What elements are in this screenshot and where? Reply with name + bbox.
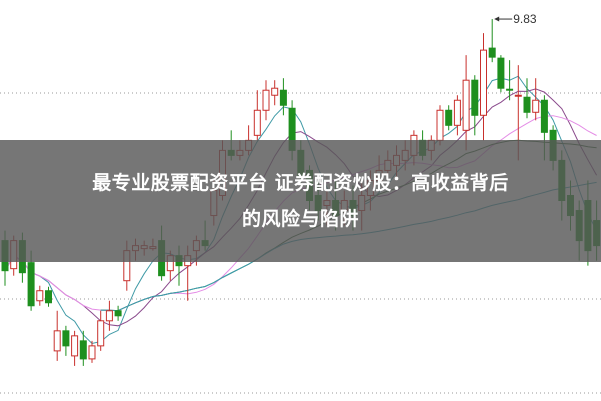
candle bbox=[462, 55, 470, 151]
candle-body bbox=[114, 310, 122, 317]
candle-body bbox=[271, 87, 279, 96]
candle-body bbox=[497, 57, 505, 89]
candle bbox=[471, 75, 479, 136]
headline-line-1: 最专业股票配资平台 证券配资炒股：高收益背后 bbox=[92, 172, 509, 194]
candle bbox=[62, 325, 70, 356]
candle bbox=[97, 310, 105, 351]
candle-body bbox=[262, 89, 270, 111]
candle-body bbox=[445, 109, 453, 126]
candle-body bbox=[45, 290, 52, 304]
candle bbox=[36, 285, 44, 306]
candle-body bbox=[62, 330, 70, 347]
candle bbox=[506, 60, 514, 101]
candle bbox=[105, 300, 113, 331]
candle bbox=[445, 105, 453, 131]
candle bbox=[79, 330, 87, 366]
candle bbox=[114, 305, 122, 321]
grid-lines bbox=[0, 92, 601, 394]
candle bbox=[497, 55, 505, 93]
candle-body bbox=[279, 89, 287, 106]
candle-body bbox=[97, 320, 105, 347]
candle-body bbox=[462, 79, 470, 131]
candle-body bbox=[523, 96, 531, 113]
candle bbox=[271, 80, 279, 106]
candle bbox=[523, 78, 531, 119]
candle-body bbox=[480, 49, 487, 116]
candle-body bbox=[436, 109, 444, 141]
candle bbox=[453, 95, 461, 136]
candle-body bbox=[471, 79, 479, 116]
candle-body bbox=[79, 340, 87, 360]
annotation-label: 9.83 bbox=[513, 12, 537, 26]
candle-body bbox=[71, 335, 79, 357]
candle bbox=[45, 286, 52, 307]
candle-body bbox=[514, 94, 522, 97]
candle bbox=[53, 310, 61, 361]
candle-body bbox=[88, 345, 96, 360]
candle-body bbox=[488, 47, 496, 58]
high-annotation: 9.83 bbox=[494, 12, 537, 26]
candle-body bbox=[453, 99, 461, 126]
headline-banner: 最专业股票配资平台 证券配资炒股：高收益背后 的风险与陷阱 bbox=[0, 140, 601, 262]
candle-body bbox=[27, 262, 35, 307]
candle-body bbox=[105, 310, 113, 322]
candle bbox=[253, 90, 261, 141]
candle-body bbox=[53, 330, 61, 352]
candle bbox=[480, 33, 487, 141]
candle bbox=[532, 78, 540, 121]
annotation-arrow-head bbox=[494, 16, 500, 22]
candle bbox=[488, 19, 496, 63]
candle-body bbox=[532, 99, 540, 113]
candle-body bbox=[36, 290, 44, 302]
candle bbox=[279, 78, 287, 116]
candle-body bbox=[540, 99, 548, 133]
candle bbox=[88, 340, 96, 363]
candle bbox=[71, 330, 79, 366]
candle-body bbox=[253, 109, 261, 136]
candle bbox=[262, 80, 270, 121]
headline-line-2: 的风险与陷阱 bbox=[241, 208, 359, 230]
candle-body bbox=[506, 88, 514, 91]
